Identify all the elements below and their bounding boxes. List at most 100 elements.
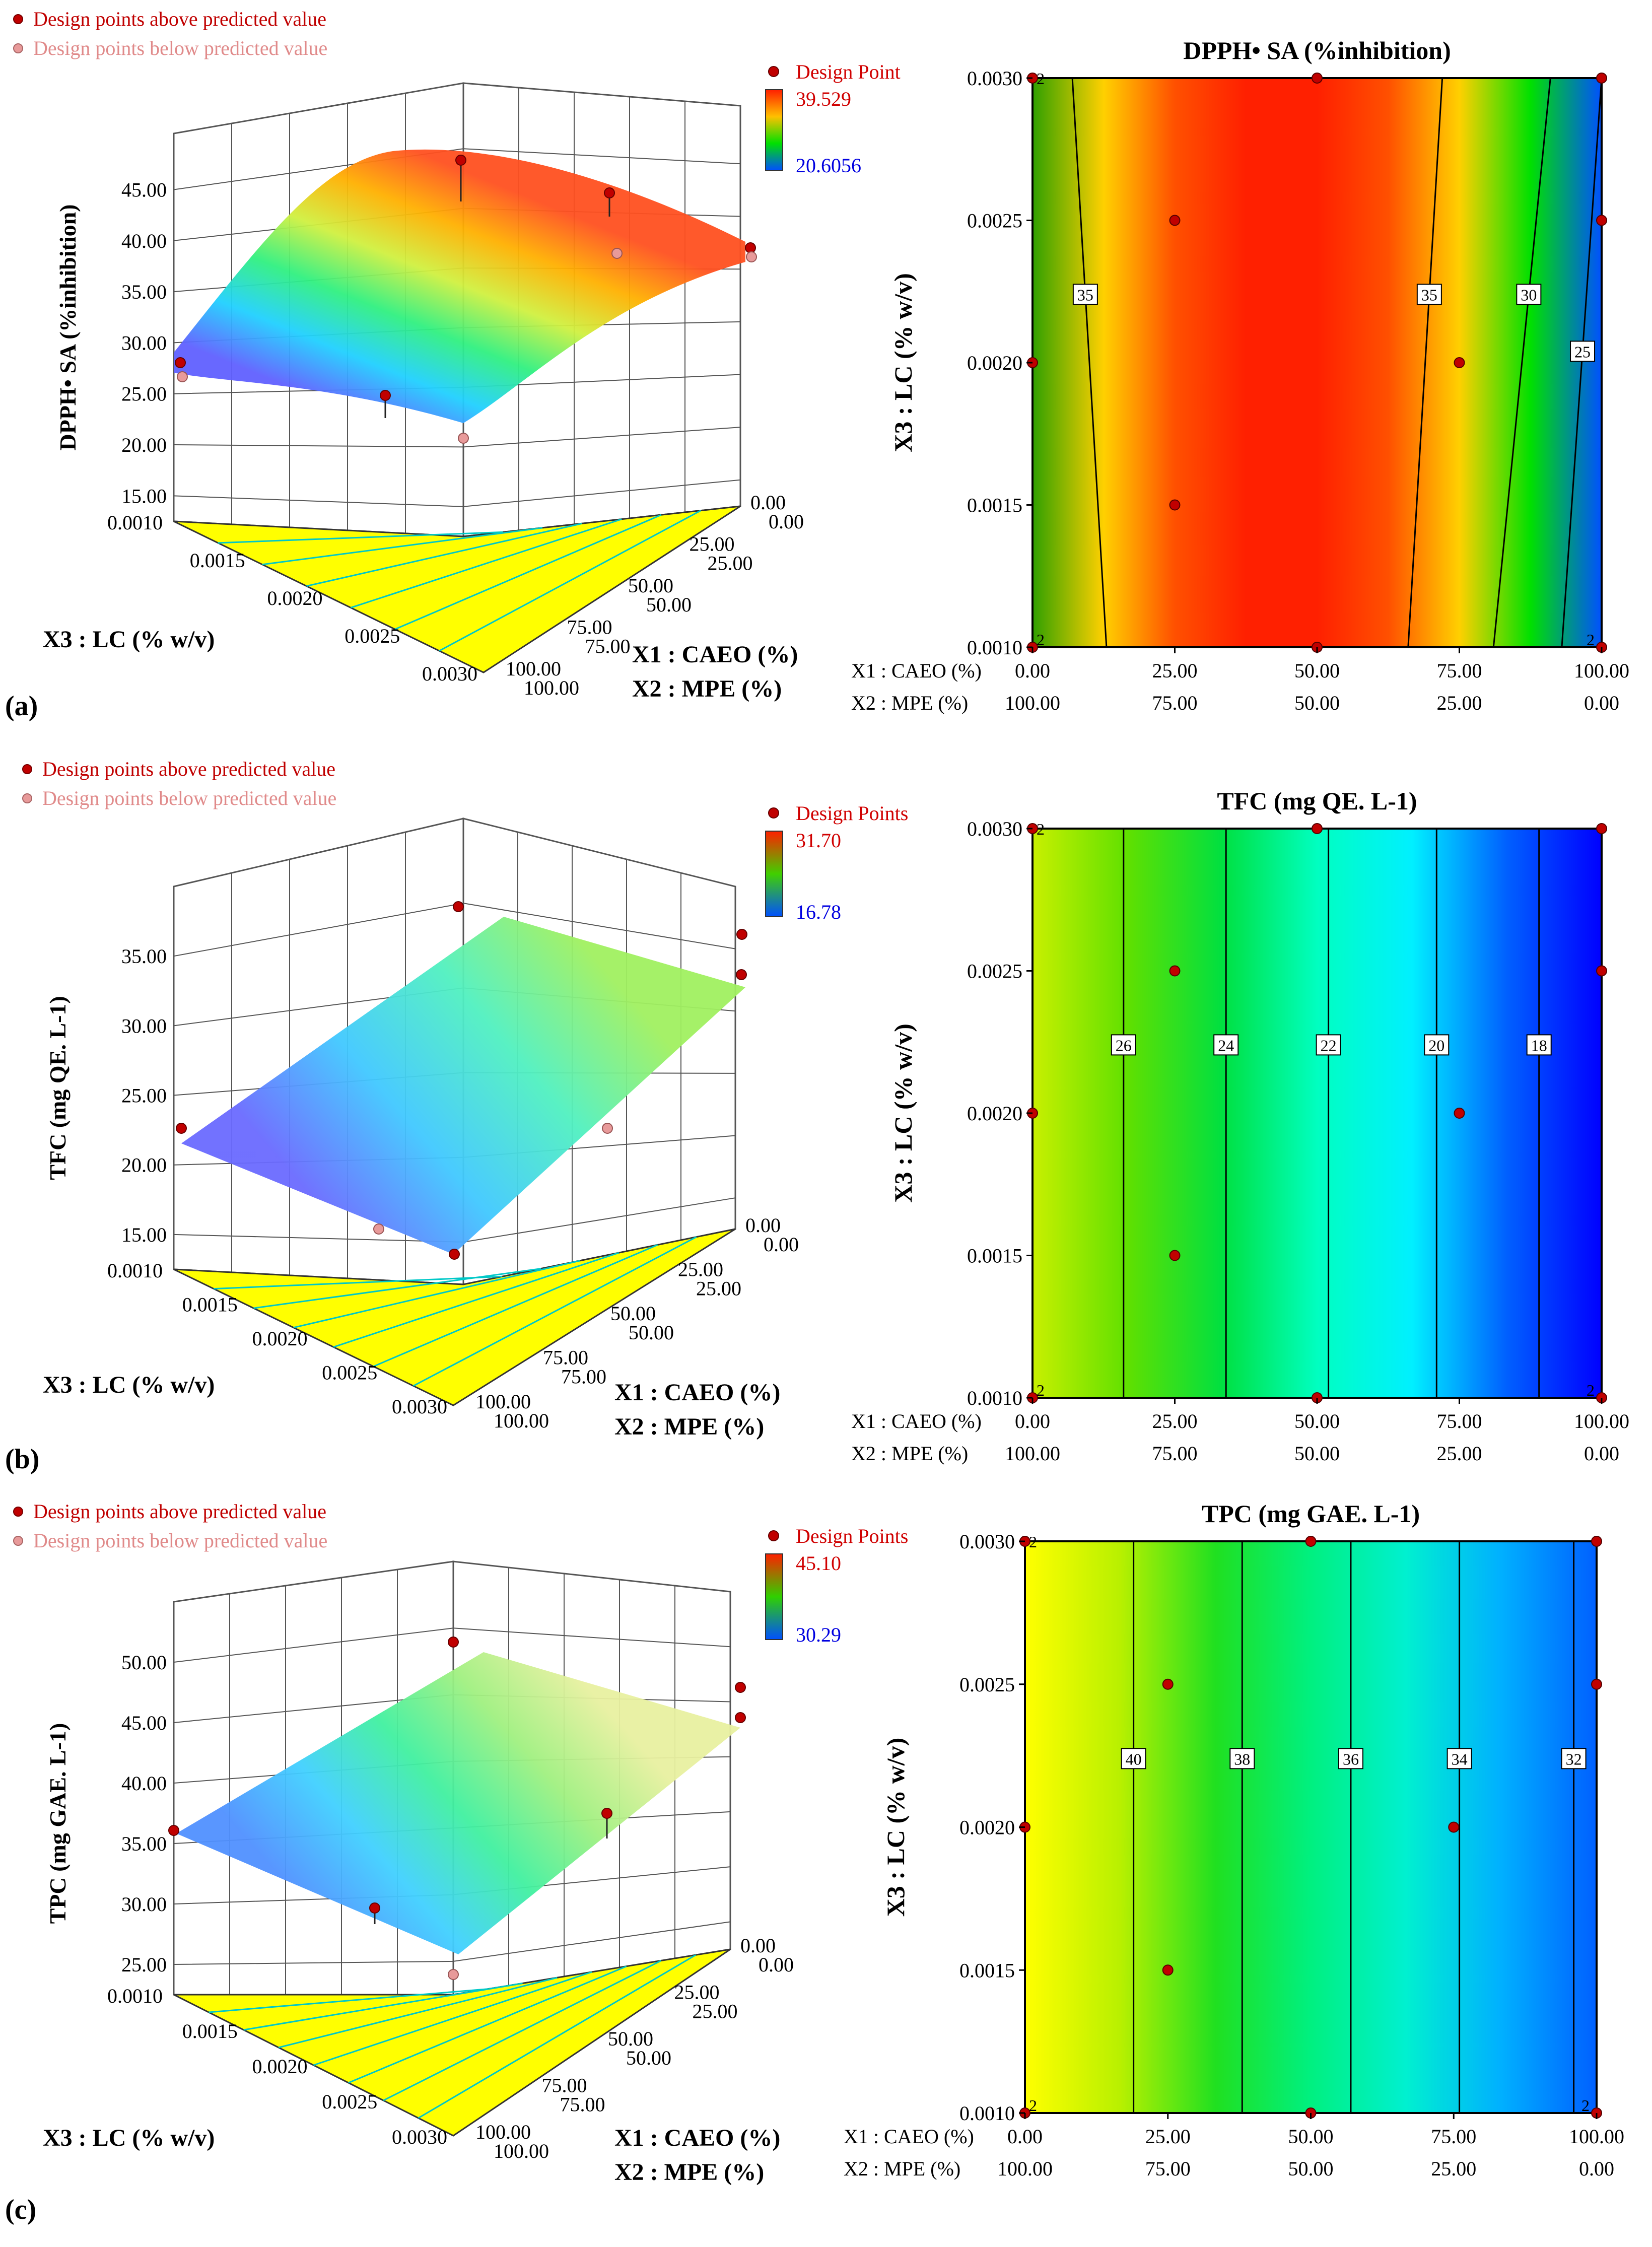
x1-tick-label: 100.00 bbox=[1574, 1410, 1629, 1433]
x1-tick-label: 75.00 bbox=[1437, 659, 1482, 682]
x2-tick-label: 25.00 bbox=[693, 2000, 738, 2023]
x2-tick-label: 0.00 bbox=[1579, 2157, 1614, 2180]
x1-tick-label: 0.00 bbox=[1015, 659, 1050, 682]
color-scale-bar bbox=[765, 1553, 783, 1640]
x3-tick-label: 0.0025 bbox=[345, 625, 400, 647]
contour-label-box bbox=[1570, 341, 1596, 362]
contour-label: 40 bbox=[1126, 1750, 1142, 1768]
floor-contour-line bbox=[293, 1260, 580, 1329]
x3-tick-label: 0.0010 bbox=[107, 1259, 163, 1282]
contour-label-box bbox=[1338, 1748, 1363, 1769]
design-point bbox=[1596, 215, 1607, 226]
floor-contour-line bbox=[383, 1960, 662, 2101]
z-tick-label: 35.00 bbox=[121, 1832, 167, 1855]
z-tick-label: 45.00 bbox=[121, 178, 167, 201]
x3-tick-label: 0.0020 bbox=[252, 1327, 308, 1350]
x3-tick-label: 0.0015 bbox=[190, 549, 245, 572]
contour-panel-c-contour: 40 38 36 34 32 2 2 2 0.0010 0.0015 0.0020 0.0025 0.0… bbox=[844, 1500, 1624, 2180]
x3-tick-label: 0.0010 bbox=[107, 1985, 163, 2007]
contour-label-box bbox=[1526, 1034, 1552, 1056]
design-point bbox=[1591, 1536, 1602, 1547]
x2-tick-label: 50.00 bbox=[646, 593, 692, 616]
x2-tick-label: 50.00 bbox=[626, 2047, 671, 2069]
x1-tick-label: 25.00 bbox=[690, 533, 735, 556]
design-point bbox=[1169, 499, 1181, 511]
x2-axis-label: X2 : MPE (%) bbox=[614, 2159, 764, 2186]
x2-caption: X2 : MPE (%) bbox=[851, 692, 968, 714]
contour-label: 35 bbox=[1077, 286, 1093, 304]
floor-contour-line bbox=[394, 514, 662, 630]
x3-tick-label: 0.0030 bbox=[392, 1395, 447, 1418]
wall-gridline bbox=[173, 427, 741, 448]
legend-below-marker bbox=[13, 1536, 23, 1546]
panel-letter-c: (c) bbox=[5, 2194, 36, 2225]
floor-contour-line bbox=[218, 531, 503, 544]
x1-tick-label: 100.00 bbox=[1569, 2125, 1624, 2148]
z-tick-label: 25.00 bbox=[121, 1084, 167, 1107]
x1-axis-label: X1 : CAEO (%) bbox=[614, 2125, 780, 2151]
contour-fill bbox=[1032, 78, 1602, 647]
x1-tick-label: 100.00 bbox=[506, 657, 561, 680]
design-point-above bbox=[736, 969, 747, 980]
x1-tick-label: 50.00 bbox=[610, 1302, 656, 1325]
x3-tick-label: 0.0030 bbox=[392, 2126, 447, 2148]
contour-label: 24 bbox=[1218, 1036, 1234, 1054]
surface-panel-b: 15.00 20.00 25.00 30.00 35.00 0.0010 0.0015 0.0… bbox=[43, 802, 908, 1440]
x1-tick-label: 25.00 bbox=[1145, 2125, 1191, 2148]
panel-letter-a: (a) bbox=[5, 691, 38, 722]
design-point-above bbox=[735, 1712, 746, 1723]
x1-tick-label: 100.00 bbox=[1574, 659, 1629, 682]
x1-caption: X1 : CAEO (%) bbox=[851, 1410, 982, 1433]
x3-axis-label: X3 : LC (% w/v) bbox=[43, 2125, 215, 2151]
contour-label: 18 bbox=[1531, 1036, 1547, 1054]
x2-tick-label: 75.00 bbox=[561, 1366, 606, 1388]
scale-design-marker bbox=[768, 66, 779, 77]
floor-plane bbox=[173, 505, 741, 673]
x1-tick-label: 100.00 bbox=[475, 1390, 531, 1413]
y-tick-label: 0.0030 bbox=[967, 67, 1022, 90]
z-tick-label: 40.00 bbox=[121, 230, 167, 252]
replicate-count: 2 bbox=[1029, 1533, 1037, 1551]
design-point bbox=[1596, 965, 1607, 977]
x1-tick-label: 75.00 bbox=[567, 616, 612, 639]
x1-tick-label: 0.00 bbox=[740, 1934, 776, 1957]
x1-tick-label: 75.00 bbox=[1431, 2125, 1476, 2148]
x1-tick-label: 0.00 bbox=[745, 1214, 781, 1237]
x3-tick-label: 0.0010 bbox=[107, 511, 163, 534]
z-tick-label: 20.00 bbox=[121, 1154, 167, 1177]
contour-label-box bbox=[1447, 1748, 1472, 1769]
design-point-above bbox=[380, 390, 391, 401]
x2-tick-label: 75.00 bbox=[1145, 2157, 1191, 2180]
floor-contour-line bbox=[350, 518, 622, 608]
wall-gridline bbox=[173, 479, 741, 507]
design-point bbox=[1454, 357, 1465, 368]
scale-title: Design Points bbox=[796, 1525, 908, 1547]
floor-contour-line bbox=[439, 510, 702, 652]
x1-tick-label: 0.00 bbox=[1007, 2125, 1043, 2148]
x3-tick-label: 0.0020 bbox=[252, 2055, 308, 2078]
contour-line bbox=[1071, 78, 1108, 648]
response-surface bbox=[176, 1652, 740, 1954]
floor-contour-line bbox=[262, 527, 543, 566]
x3-tick-label: 0.0015 bbox=[182, 1293, 238, 1316]
x2-tick-label: 100.00 bbox=[494, 1409, 549, 1432]
z-tick-label: 15.00 bbox=[121, 1223, 167, 1246]
scale-high-value: 39.529 bbox=[796, 88, 851, 110]
design-point-above bbox=[175, 357, 186, 368]
contour-label: 32 bbox=[1566, 1750, 1582, 1768]
legend-above-marker bbox=[13, 1507, 23, 1517]
color-scale-bar bbox=[765, 89, 783, 171]
contour-label-box bbox=[1516, 284, 1542, 305]
design-point-below bbox=[373, 1223, 384, 1235]
x2-tick-label: 25.00 bbox=[1437, 692, 1482, 714]
y-tick-label: 0.0015 bbox=[959, 1959, 1015, 1982]
design-point-below bbox=[611, 248, 623, 259]
legend-c: Design points above predicted value Desig… bbox=[13, 1500, 327, 1552]
x1-tick-label: 25.00 bbox=[674, 1981, 720, 2004]
floor-contour-line bbox=[214, 1275, 503, 1290]
x2-tick-label: 75.00 bbox=[1152, 692, 1198, 714]
design-point-below bbox=[746, 251, 757, 262]
x2-tick-label: 100.00 bbox=[997, 2157, 1053, 2180]
x1-tick-label: 25.00 bbox=[1152, 1410, 1198, 1433]
